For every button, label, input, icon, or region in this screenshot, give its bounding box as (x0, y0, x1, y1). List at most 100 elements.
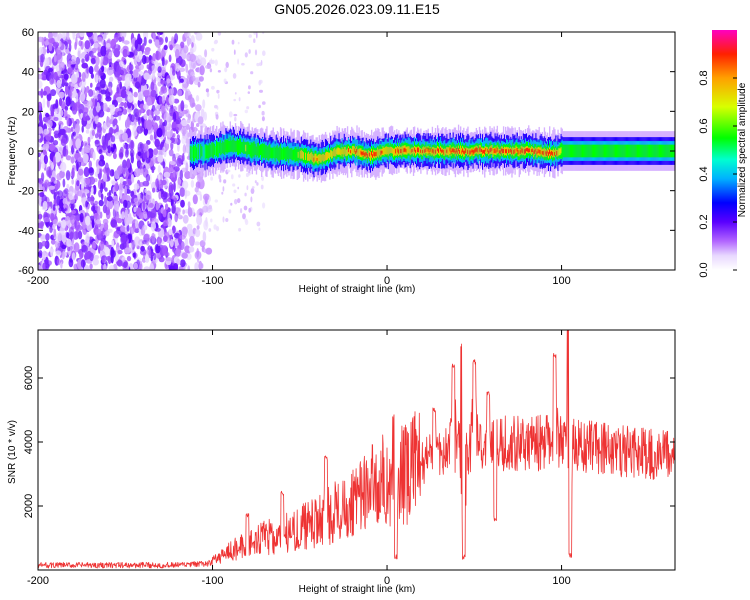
ridge-cell (306, 148, 308, 164)
noise-cell (120, 234, 127, 244)
ridge-cell (385, 146, 387, 155)
ridge-cell (255, 146, 258, 158)
ridge-cell (668, 144, 670, 158)
noise-cell (38, 126, 43, 134)
noise-cell (124, 247, 131, 254)
noise-cell (54, 191, 60, 196)
noise-cell (191, 75, 196, 82)
noise-cell (56, 79, 62, 89)
ridge-cell (191, 146, 194, 158)
noise-cell (237, 198, 241, 204)
noise-cell (102, 173, 108, 182)
ridge-cell (239, 138, 241, 154)
noise-cell (190, 180, 195, 188)
ridge-cell (301, 151, 304, 159)
noise-cell (47, 120, 53, 128)
noise-cell (157, 154, 164, 163)
spectrogram-x-label: Height of straight line (km) (299, 284, 416, 295)
ridge-cell (522, 147, 525, 155)
ridge-cell (479, 147, 482, 152)
ridge-cell (592, 144, 595, 158)
ridge-cell (271, 147, 273, 160)
noise-cell (180, 41, 185, 49)
noise-cell (44, 179, 50, 188)
noise-cell (232, 73, 237, 79)
ridge-cell (202, 146, 204, 160)
ridge-cell (533, 150, 535, 155)
ridge-cell (383, 147, 385, 156)
noise-cell (194, 186, 199, 193)
noise-cell (43, 216, 50, 223)
noise-cell (154, 227, 161, 232)
noise-cell (39, 192, 45, 198)
ridge-cell (400, 149, 402, 153)
ridge-cell (594, 144, 596, 158)
noise-cell (99, 78, 106, 89)
ridge-cell (449, 147, 451, 152)
ridge-cell (659, 144, 662, 158)
noise-cell (75, 138, 82, 149)
spectrogram-ridge (189, 121, 675, 183)
ridge-cell (379, 148, 381, 156)
ridge-cell (257, 142, 260, 158)
noise-cell (171, 36, 175, 44)
ridge-cell (192, 144, 195, 162)
snr-frame (37, 329, 676, 571)
noise-cell (248, 34, 252, 38)
ridge-cell (266, 145, 268, 159)
ridge-cell (445, 148, 447, 155)
noise-cell (88, 89, 94, 97)
ridge-cell (657, 144, 660, 158)
noise-cell (38, 152, 41, 158)
noise-cell (48, 42, 53, 52)
ridge-cell (630, 144, 633, 158)
noise-cell (83, 264, 90, 270)
ridge-cell (528, 148, 530, 153)
ridge-cell (462, 148, 464, 153)
ridge-cell (421, 148, 423, 155)
ridge-cell (653, 144, 656, 158)
noise-cell (205, 64, 212, 69)
noise-cell (183, 45, 189, 54)
noise-cell (254, 180, 257, 184)
noise-cell (57, 221, 62, 227)
noise-cell (241, 62, 245, 66)
noise-cell (45, 112, 50, 118)
y-tick-label: 60 (22, 27, 34, 39)
noise-cell (127, 50, 130, 56)
ridge-cell (358, 148, 360, 156)
noise-cell (55, 53, 63, 64)
noise-cell (100, 193, 104, 201)
noise-cell (58, 61, 66, 71)
noise-cell (253, 32, 257, 35)
ridge-cell (477, 148, 480, 155)
noise-cell (38, 67, 41, 73)
y-tick-label: -60 (18, 265, 34, 277)
ridge-cell (201, 146, 203, 157)
ridge-cell (376, 151, 378, 157)
ridge-cell (360, 150, 362, 155)
ridge-cell (372, 154, 374, 158)
noise-cell (42, 262, 47, 270)
ridge-cell (601, 144, 603, 158)
noise-cell (254, 49, 258, 56)
noise-cell (38, 91, 43, 96)
ridge-cell (512, 146, 514, 155)
ridge-cell (294, 147, 296, 163)
noise-cell (158, 256, 165, 263)
noise-cell (153, 148, 159, 156)
ridge-cell (223, 142, 225, 154)
noise-cell (102, 204, 107, 214)
noise-cell (62, 146, 67, 157)
colorbar-tick-label: 0.2 (698, 214, 710, 229)
noise-cell (169, 161, 176, 165)
x-tick-label: -200 (27, 575, 49, 587)
ridge-cell (195, 144, 197, 159)
ridge-cell (233, 140, 236, 152)
noise-cell (62, 178, 66, 188)
noise-cell (143, 213, 148, 220)
noise-cell (90, 82, 93, 88)
noise-cell (221, 191, 224, 195)
noise-cell (142, 90, 149, 97)
ridge-cell (587, 144, 590, 158)
